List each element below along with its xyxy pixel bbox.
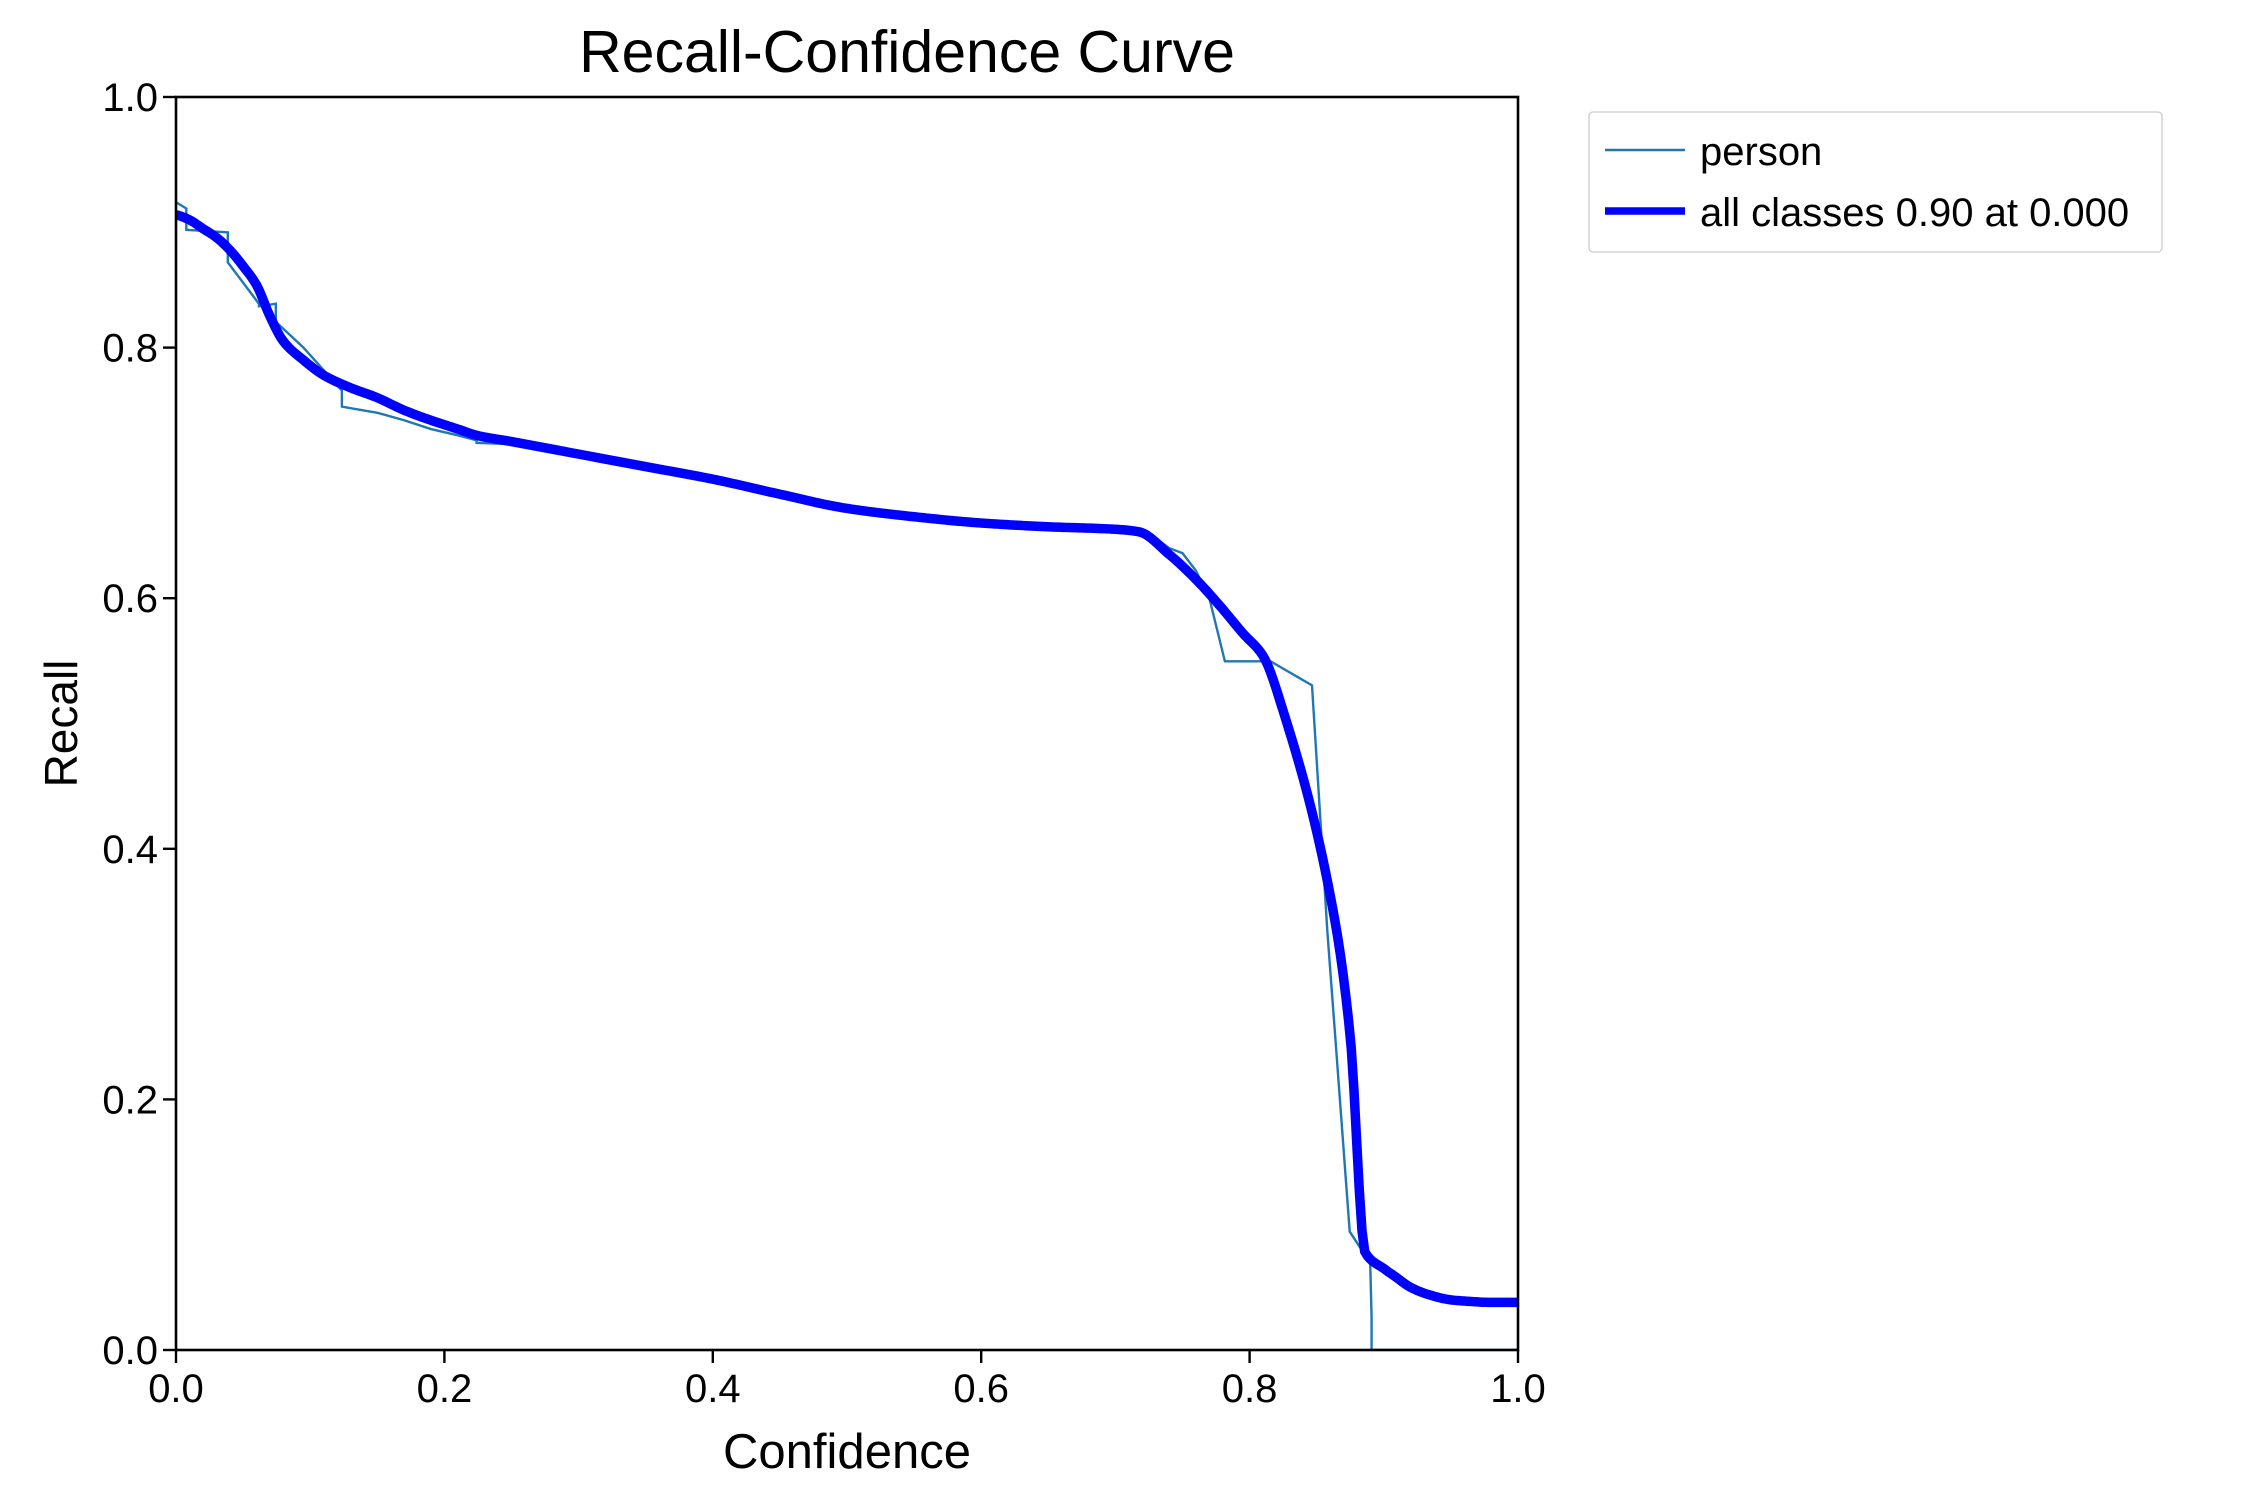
svg-text:0.8: 0.8 [1222, 1367, 1278, 1411]
svg-text:person: person [1700, 130, 1822, 174]
svg-text:0.4: 0.4 [685, 1367, 741, 1411]
svg-text:0.0: 0.0 [148, 1367, 204, 1411]
svg-text:Recall: Recall [35, 660, 87, 788]
svg-text:0.6: 0.6 [102, 577, 158, 621]
svg-text:all classes 0.90 at 0.000: all classes 0.90 at 0.000 [1700, 191, 2129, 235]
svg-text:1.0: 1.0 [102, 76, 158, 120]
svg-text:1.0: 1.0 [1490, 1367, 1546, 1411]
svg-text:Recall-Confidence Curve: Recall-Confidence Curve [579, 19, 1235, 85]
svg-text:0.4: 0.4 [102, 828, 158, 872]
svg-text:0.2: 0.2 [102, 1078, 158, 1122]
svg-text:0.6: 0.6 [953, 1367, 1009, 1411]
svg-text:Confidence: Confidence [723, 1425, 971, 1479]
svg-text:0.0: 0.0 [102, 1329, 158, 1373]
svg-text:0.2: 0.2 [417, 1367, 473, 1411]
svg-text:0.8: 0.8 [102, 327, 158, 371]
